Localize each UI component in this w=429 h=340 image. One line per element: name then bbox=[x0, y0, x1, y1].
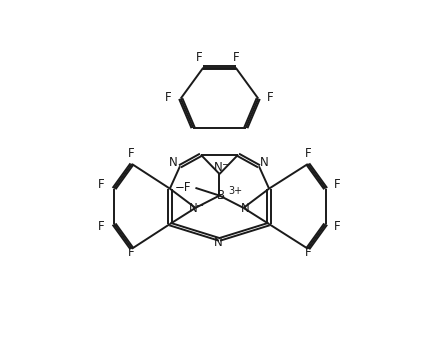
Text: F: F bbox=[267, 90, 274, 103]
Text: B: B bbox=[217, 189, 225, 202]
Text: F: F bbox=[334, 177, 341, 190]
Text: N: N bbox=[214, 162, 223, 174]
Text: F: F bbox=[128, 246, 134, 259]
Text: −F: −F bbox=[175, 181, 192, 194]
Text: F: F bbox=[165, 90, 172, 103]
Text: N: N bbox=[189, 202, 197, 215]
Text: −: − bbox=[196, 201, 205, 211]
Text: N: N bbox=[241, 202, 249, 215]
Text: 3+: 3+ bbox=[229, 186, 243, 196]
Text: F: F bbox=[128, 148, 134, 160]
Text: F: F bbox=[305, 246, 311, 259]
Text: F: F bbox=[196, 51, 202, 64]
Text: N: N bbox=[214, 236, 223, 249]
Text: F: F bbox=[98, 220, 105, 233]
Text: −: − bbox=[222, 160, 230, 170]
Text: F: F bbox=[334, 220, 341, 233]
Text: N: N bbox=[169, 156, 178, 169]
Text: F: F bbox=[233, 51, 240, 64]
Text: N: N bbox=[260, 156, 269, 169]
Text: F: F bbox=[305, 148, 311, 160]
Text: F: F bbox=[98, 177, 105, 190]
